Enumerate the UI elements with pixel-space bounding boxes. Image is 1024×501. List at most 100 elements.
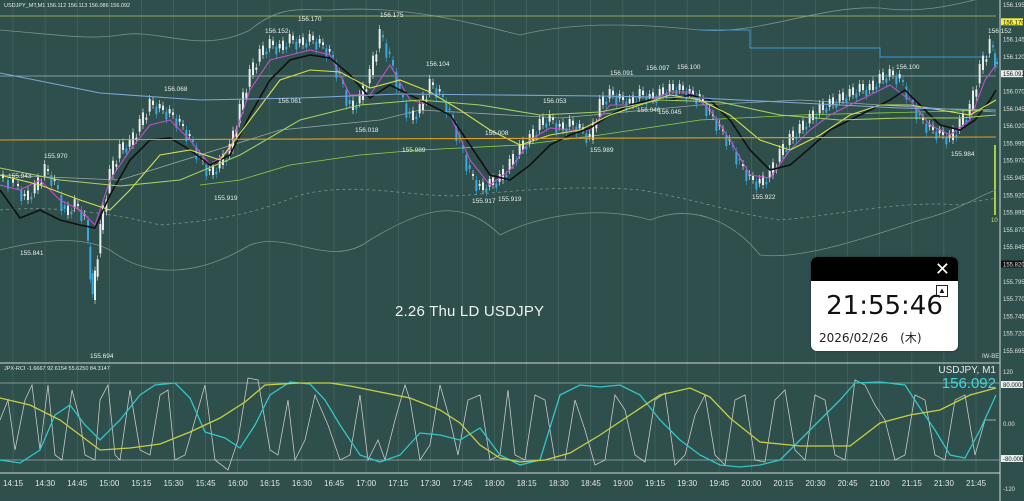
candle-body xyxy=(958,119,961,130)
candle-body xyxy=(47,169,49,171)
candle-body xyxy=(152,100,154,105)
candle-body xyxy=(388,51,391,54)
price-label: 156.045 xyxy=(1003,107,1024,113)
pin-on-top-icon[interactable]: ▲ xyxy=(936,285,948,297)
candle-body xyxy=(158,104,161,109)
candle-body xyxy=(715,120,718,131)
candle-body xyxy=(842,92,844,100)
candle-body xyxy=(402,95,404,98)
candle-body xyxy=(375,54,378,62)
candle-body xyxy=(122,142,124,150)
candle-body xyxy=(73,199,76,209)
candle-body xyxy=(858,84,861,92)
candle-body xyxy=(912,100,914,102)
symbol-name: USDJPY, M1 xyxy=(938,365,996,376)
candle-body xyxy=(885,78,888,83)
time-label: 18:30 xyxy=(549,479,570,488)
candle-body xyxy=(302,37,304,45)
price-label: 156.145 xyxy=(1003,38,1024,44)
candle-body xyxy=(682,85,684,90)
price-annotation: 156.097 xyxy=(646,65,670,72)
candle-body xyxy=(505,175,508,177)
candle-body xyxy=(128,139,131,147)
candle-body xyxy=(308,34,311,42)
candle-body xyxy=(985,59,988,62)
candle-body xyxy=(385,43,388,58)
candle-body xyxy=(965,120,968,122)
candle-body xyxy=(272,40,274,45)
candle-body xyxy=(368,69,371,84)
candle-body xyxy=(325,48,328,58)
price-annotation: 156.046 xyxy=(637,107,661,114)
candle-body xyxy=(872,80,874,90)
candle-body xyxy=(33,184,36,194)
candle-body xyxy=(12,179,14,183)
pivot-line xyxy=(0,136,997,141)
candle-body xyxy=(285,46,288,50)
candle-body xyxy=(352,100,354,110)
candle-body xyxy=(765,181,768,185)
candle-body xyxy=(278,44,281,49)
candle-body xyxy=(745,170,748,181)
clock-widget[interactable]: ✕ 21:55:46 ▲ 2026/02/26 (木) xyxy=(811,257,958,351)
candle-body xyxy=(448,108,451,111)
candle-body xyxy=(125,148,128,153)
candle-body xyxy=(555,123,558,133)
candle-body xyxy=(828,99,831,107)
candle-body xyxy=(20,190,23,201)
candle-body xyxy=(542,117,544,125)
candle-body xyxy=(222,154,224,165)
candle-body xyxy=(60,195,63,211)
candle-body xyxy=(63,205,66,209)
candle-body xyxy=(488,179,491,187)
candle-body xyxy=(192,140,194,142)
candle-body xyxy=(808,114,811,124)
candle-body xyxy=(892,70,894,75)
price-annotation: 156.091 xyxy=(610,70,634,77)
candle-body xyxy=(415,116,418,120)
candle-body xyxy=(572,120,574,125)
candle-body xyxy=(245,92,248,99)
chart-title-label: 2.26 Thu LD USDJPY xyxy=(395,303,545,320)
candle-body xyxy=(37,177,39,190)
candle-body xyxy=(142,112,144,125)
candle-body xyxy=(785,150,788,152)
price-annotation: 155.984 xyxy=(951,151,975,158)
candle-body xyxy=(208,169,211,171)
clock-titlebar[interactable]: ✕ xyxy=(811,257,958,281)
candle-body xyxy=(162,105,164,110)
candle-body xyxy=(855,93,858,98)
candle-body xyxy=(288,34,291,44)
price-annotation: 155.694 xyxy=(90,353,114,360)
candle-body xyxy=(768,169,771,179)
price-annotation: 156.061 xyxy=(278,98,302,105)
candle-body xyxy=(462,145,464,149)
candle-body xyxy=(972,90,974,110)
candle-body xyxy=(622,95,624,100)
candle-body xyxy=(262,45,264,55)
candle-body xyxy=(57,185,59,189)
close-icon[interactable]: ✕ xyxy=(934,259,950,279)
candle-body xyxy=(40,182,43,185)
candle-body xyxy=(812,110,814,120)
candle-body xyxy=(392,60,394,66)
candle-body xyxy=(115,164,118,167)
candle-body xyxy=(365,89,368,92)
candle-body xyxy=(994,53,996,68)
candle-body xyxy=(945,136,948,145)
candle-body xyxy=(802,120,804,130)
candle-body xyxy=(495,183,498,188)
candle-body xyxy=(782,144,784,155)
candle-body xyxy=(438,89,441,92)
candle-body xyxy=(17,184,19,186)
candle-body xyxy=(112,160,114,175)
candle-body xyxy=(638,89,641,99)
candle-body xyxy=(788,134,791,145)
candle-body xyxy=(53,179,56,181)
candle-body xyxy=(148,99,151,112)
time-label: 17:15 xyxy=(388,479,409,488)
price-annotation: 156.175 xyxy=(380,12,404,19)
candle-body xyxy=(80,210,83,221)
time-label: 15:45 xyxy=(196,479,217,488)
